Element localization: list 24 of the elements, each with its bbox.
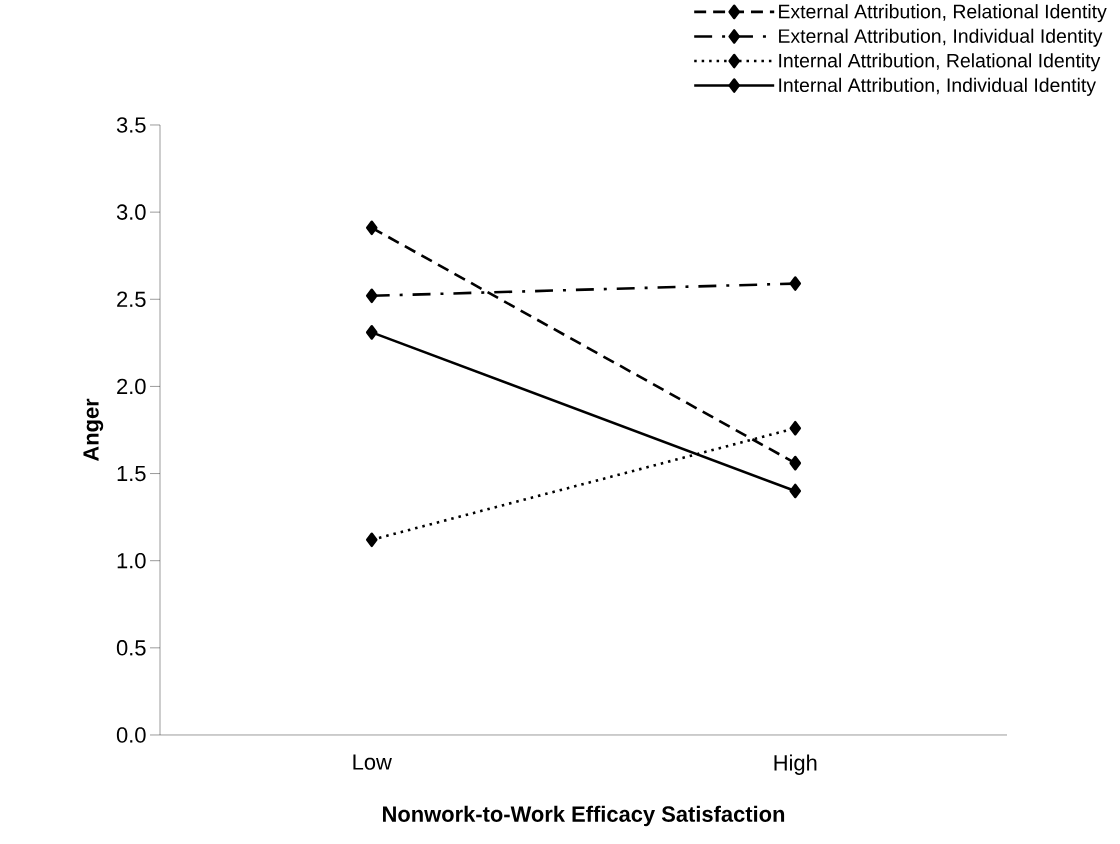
y-tick-label: 3.0 — [116, 204, 146, 220]
y-tick-label: 1.0 — [117, 552, 146, 569]
point — [789, 455, 802, 471]
y-tick-label: 2.0 — [117, 378, 146, 395]
x-axis-title: Nonwork-to-Work Efficacy Satisfaction — [383, 805, 785, 827]
legend-label: Internal Attribution, Relational Identity — [779, 53, 1101, 72]
point — [789, 420, 802, 436]
y-tick-label: 0.0 — [116, 727, 146, 743]
legend-label: External Attribution, Individual Identity — [779, 28, 1103, 47]
legend-label: External Attribution, Relational Identity — [779, 4, 1107, 23]
legend-label: Internal Attribution, Individual Identity — [779, 77, 1096, 96]
x-tick-label: High — [774, 754, 817, 775]
y-tick-label: 1.5 — [117, 465, 146, 482]
y-tick-label: 3.5 — [116, 117, 146, 133]
point — [365, 288, 378, 304]
point — [365, 532, 378, 548]
y-axis-title: Anger — [83, 398, 104, 462]
x-tick-label: Low — [353, 754, 392, 770]
y-tick-label: 0.5 — [116, 640, 146, 656]
point — [365, 325, 378, 340]
point — [789, 276, 802, 291]
y-tick-label: 2.5 — [117, 291, 146, 308]
point — [789, 483, 802, 499]
point — [365, 220, 378, 236]
